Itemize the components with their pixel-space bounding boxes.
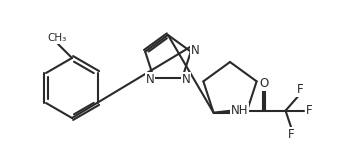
- Text: N: N: [145, 73, 154, 86]
- Text: N: N: [182, 73, 190, 86]
- Text: NH: NH: [231, 104, 248, 117]
- Text: O: O: [259, 77, 268, 90]
- Text: F: F: [288, 128, 295, 141]
- Text: F: F: [306, 104, 313, 117]
- Text: N: N: [190, 44, 199, 57]
- Text: CH₃: CH₃: [48, 33, 67, 43]
- Text: F: F: [297, 83, 304, 96]
